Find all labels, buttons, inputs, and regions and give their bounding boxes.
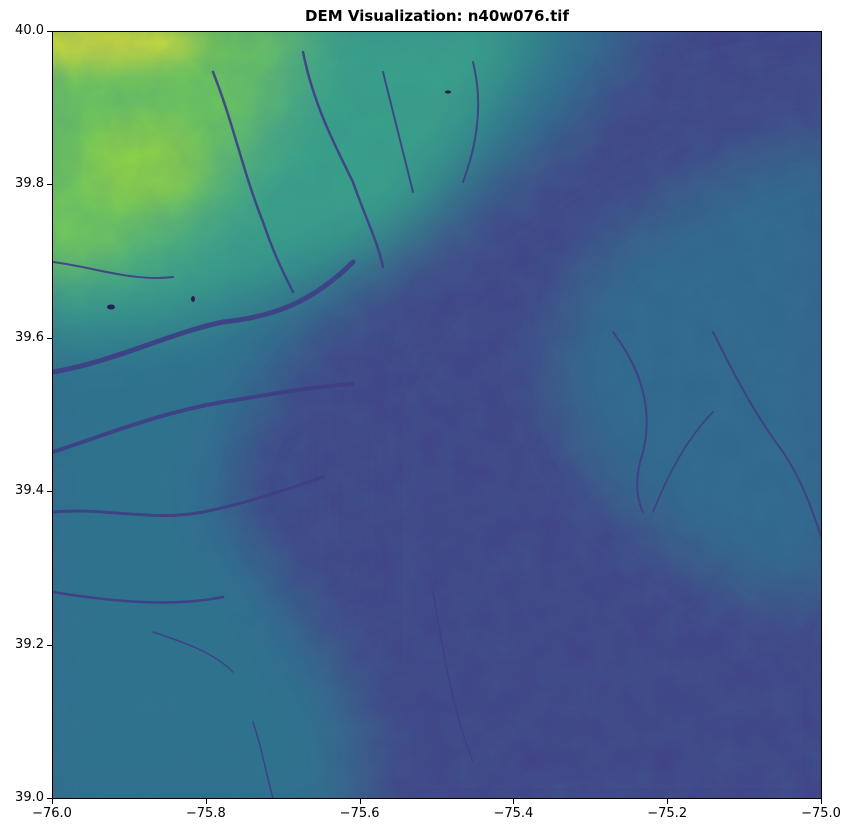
y-tick-label: 39.6 xyxy=(15,329,44,345)
y-tick-label: 39.4 xyxy=(15,483,44,499)
y-tick-label: 40.0 xyxy=(15,23,44,38)
x-tick-label: −75.8 xyxy=(185,806,226,821)
river-channel xyxy=(301,50,385,269)
y-tick xyxy=(47,798,52,799)
y-tick-label: 39.2 xyxy=(15,636,44,652)
terrain-texture xyxy=(53,32,821,798)
river-channel xyxy=(152,631,234,673)
x-tick-label: −75.0 xyxy=(801,806,841,821)
y-tick xyxy=(47,644,52,646)
river-channel xyxy=(432,591,474,763)
river-channel xyxy=(382,71,414,193)
depression-spot xyxy=(445,90,451,94)
river-channel xyxy=(53,590,225,604)
y-tick xyxy=(47,337,52,339)
y-tick xyxy=(47,31,52,32)
dem-heatmap xyxy=(53,32,821,798)
x-tick xyxy=(205,799,207,804)
x-tick xyxy=(821,799,822,804)
river-channel xyxy=(462,61,480,183)
depression-spot xyxy=(191,296,195,302)
depression-spot xyxy=(107,304,115,310)
x-tick-label: −76.0 xyxy=(32,806,72,821)
x-tick-label: −75.4 xyxy=(493,806,534,821)
y-tick xyxy=(47,491,52,493)
river-channel xyxy=(712,331,821,540)
y-tick-label: 39.0 xyxy=(15,790,44,805)
river-channel xyxy=(53,475,325,517)
x-tick-label: −75.2 xyxy=(647,806,688,821)
river-channel xyxy=(53,259,356,375)
river-channel xyxy=(53,261,174,279)
y-tick-label: 39.8 xyxy=(15,176,44,192)
x-tick xyxy=(667,799,669,804)
river-channel xyxy=(53,382,355,454)
chart-title: DEM Visualization: n40w076.tif xyxy=(305,7,569,25)
river-channel xyxy=(612,331,648,513)
x-tick xyxy=(513,799,515,804)
x-tick-label: −75.6 xyxy=(339,806,380,821)
y-tick xyxy=(47,184,52,186)
x-tick xyxy=(52,799,53,804)
river-channel xyxy=(211,70,295,294)
river-channel xyxy=(252,721,274,798)
dem-plot-area[interactable] xyxy=(52,31,822,799)
x-tick xyxy=(359,799,361,804)
river-channel xyxy=(652,411,714,513)
